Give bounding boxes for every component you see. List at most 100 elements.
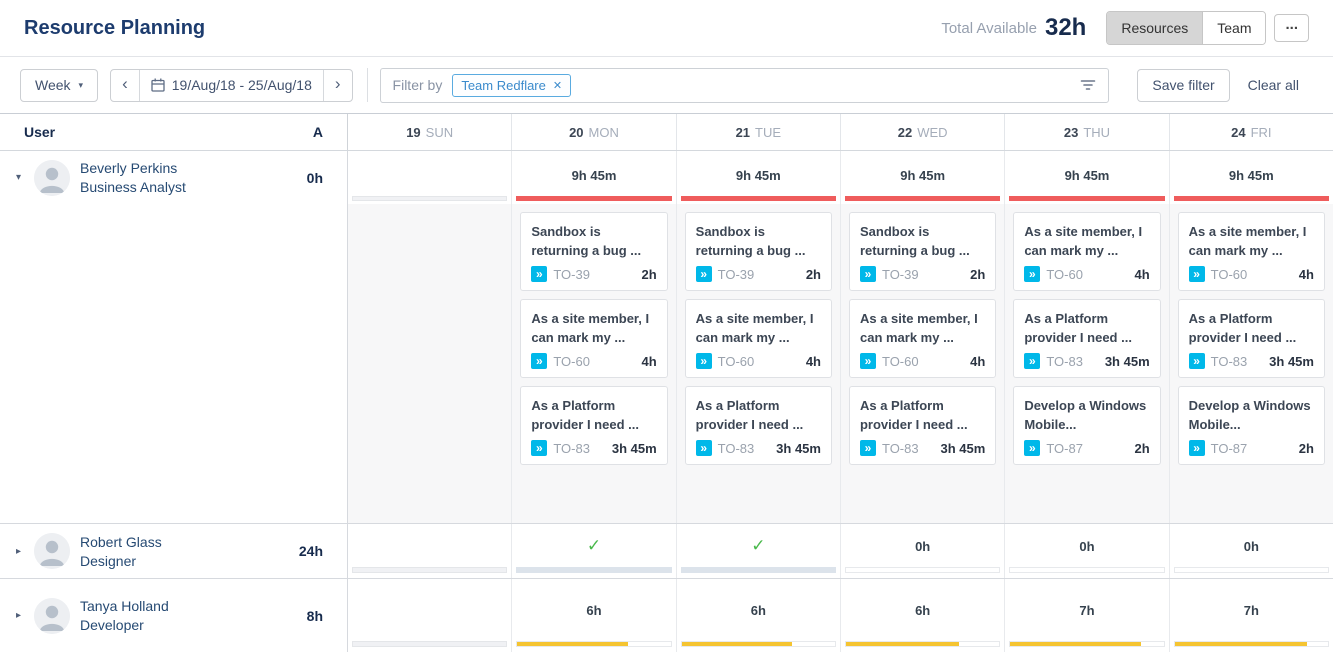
grid-header-row: User A 19 SUN 20 MON 21 TUE 22 WED 23 THU 24 FRI xyxy=(0,114,1333,151)
scheduled-hours: 7h xyxy=(1243,603,1259,618)
task-key: TO-60 xyxy=(1210,266,1248,282)
day-name: MON xyxy=(588,124,619,140)
day-name: TUE xyxy=(755,124,782,140)
task-key: TO-39 xyxy=(717,266,755,282)
date-range-button[interactable]: 19/Aug/18 - 25/Aug/18 xyxy=(138,69,323,101)
task-card-footer: » TO-83 3h 45m xyxy=(859,440,985,456)
team-view-button[interactable]: Team xyxy=(1202,12,1266,44)
day-name: THU xyxy=(1083,124,1111,140)
period-dropdown[interactable]: Week ▾ xyxy=(20,68,99,102)
day-cell[interactable]: 9h 45m Sandbox is returning a bug ... » TO-… xyxy=(512,151,677,523)
day-cell[interactable] xyxy=(348,579,513,652)
task-card[interactable]: As a Platform provider I need ... » TO-83 3… xyxy=(1177,299,1325,378)
prev-week-button[interactable]: ‹ xyxy=(111,70,139,101)
expand-toggle-icon[interactable]: ▸ xyxy=(16,545,22,557)
clear-all-button[interactable]: Clear all xyxy=(1247,77,1299,93)
filter-tag-team-redflare[interactable]: Team Redflare ✕ xyxy=(452,73,572,97)
day-cell[interactable]: 9h 45m Sandbox is returning a bug ... » TO-… xyxy=(840,151,1006,523)
day-name: FRI xyxy=(1250,124,1272,140)
close-icon[interactable]: ✕ xyxy=(552,79,563,92)
day-cell[interactable] xyxy=(348,524,513,578)
day-cell[interactable]: 9h 45m As a site member, I can mark my ..… xyxy=(1169,151,1333,523)
day-cell[interactable]: 6h xyxy=(841,579,1006,652)
task-card[interactable]: As a Platform provider I need ... » TO-83 3… xyxy=(1013,299,1161,378)
next-week-button[interactable]: › xyxy=(322,69,352,101)
card-area[interactable]: Sandbox is returning a bug ... » TO-39 2h As… xyxy=(512,204,676,523)
day-cell[interactable]: 7h xyxy=(1170,579,1333,652)
task-card[interactable]: Sandbox is returning a bug ... » TO-39 2h xyxy=(684,212,832,291)
task-card[interactable]: As a Platform provider I need ... » TO-83 3… xyxy=(848,386,997,465)
sort-indicator[interactable]: A xyxy=(312,124,323,140)
task-card-title: As a Platform provider I need ... xyxy=(859,398,968,432)
task-card-footer: » TO-83 3h 45m xyxy=(531,440,657,456)
app-header: Resource Planning Total Available 32h Re… xyxy=(0,0,1333,57)
task-card[interactable]: Develop a Windows Mobile... » TO-87 2h xyxy=(1177,386,1325,465)
filter-input[interactable]: Filter by Team Redflare ✕ xyxy=(379,67,1110,103)
task-key: TO-60 xyxy=(553,353,590,369)
user-info: Robert Glass Designer xyxy=(80,534,162,569)
planning-grid: User A 19 SUN 20 MON 21 TUE 22 WED 23 THU 24 FRI ▾ B… xyxy=(0,113,1333,652)
task-card[interactable]: As a site member, I can mark my ... » TO-6… xyxy=(848,299,997,378)
more-options-button[interactable]: ... xyxy=(1274,14,1309,42)
day-column-header: 21 TUE xyxy=(677,114,841,150)
task-key: TO-60 xyxy=(881,353,919,369)
task-card-title: As a Platform provider I need ... xyxy=(531,398,639,432)
scheduled-hours: 0h xyxy=(1243,538,1259,554)
day-column-header: 19 SUN xyxy=(348,114,513,150)
task-card[interactable]: As a Platform provider I need ... » TO-83 3… xyxy=(684,386,832,465)
task-card-title: As a site member, I can mark my ... xyxy=(695,311,814,345)
scheduled-hours: 6h xyxy=(750,603,766,618)
total-available-value: 32h xyxy=(1044,14,1087,41)
scheduled-hours: 9h 45m xyxy=(571,168,617,183)
day-cell[interactable]: 0h xyxy=(1170,524,1333,578)
scheduled-hours: 6h xyxy=(586,603,602,618)
collapse-toggle-icon[interactable]: ▾ xyxy=(16,172,22,183)
task-card[interactable]: As a site member, I can mark my ... » TO-6… xyxy=(684,299,832,378)
task-card[interactable]: Develop a Windows Mobile... » TO-87 2h xyxy=(1013,386,1161,465)
day-cell[interactable]: 7h xyxy=(1005,579,1170,652)
check-icon: ✓ xyxy=(751,536,766,555)
card-area[interactable]: As a site member, I can mark my ... » TO-6… xyxy=(1005,204,1169,523)
chevron-left-icon: ‹ xyxy=(122,74,128,93)
day-cell[interactable]: 0h xyxy=(1005,524,1170,578)
day-cell[interactable]: ✓ xyxy=(677,524,841,578)
day-cell[interactable]: 9h 45m As a site member, I can mark my ..… xyxy=(1005,151,1170,523)
user-total-hours: 0h xyxy=(306,169,323,186)
user-role: Designer xyxy=(80,552,137,569)
task-card-footer: » TO-60 4h xyxy=(859,353,985,369)
day-cell[interactable] xyxy=(348,151,513,523)
day-summary-strip: 9h 45m xyxy=(1005,151,1169,204)
day-cell[interactable]: 0h xyxy=(841,524,1006,578)
user-total-hours: 24h xyxy=(298,543,323,559)
day-name: SUN xyxy=(425,124,454,140)
day-cell[interactable]: 6h xyxy=(512,579,677,652)
capacity-bar xyxy=(1173,641,1329,647)
save-filter-button[interactable]: Save filter xyxy=(1137,68,1230,102)
card-area[interactable]: Sandbox is returning a bug ... » TO-39 2h As… xyxy=(840,204,1005,523)
task-card[interactable]: As a site member, I can mark my ... » TO-6… xyxy=(520,299,668,378)
capacity-bar xyxy=(844,196,1001,201)
card-area[interactable]: As a site member, I can mark my ... » TO-6… xyxy=(1169,204,1333,523)
task-card-title: Sandbox is returning a bug ... xyxy=(859,224,970,258)
task-card[interactable]: Sandbox is returning a bug ... » TO-39 2h xyxy=(848,212,997,291)
story-type-icon: » xyxy=(531,353,548,369)
day-cell[interactable]: 6h xyxy=(677,579,841,652)
card-area[interactable]: Sandbox is returning a bug ... » TO-39 2h As… xyxy=(676,204,840,523)
task-card[interactable]: Sandbox is returning a bug ... » TO-39 2h xyxy=(520,212,668,291)
task-card[interactable]: As a site member, I can mark my ... » TO-6… xyxy=(1013,212,1161,291)
toolbar: Week ▾ ‹ 19/Aug/18 - 25/Aug/18 › xyxy=(0,57,1333,113)
task-card[interactable]: As a Platform provider I need ... » TO-83 3… xyxy=(520,386,668,465)
day-cell[interactable]: ✓ xyxy=(512,524,677,578)
day-column-header: 24 FRI xyxy=(1170,114,1333,150)
day-number: 22 xyxy=(897,124,913,140)
day-cell[interactable]: 9h 45m Sandbox is returning a bug ... » TO-… xyxy=(676,151,841,523)
card-area[interactable] xyxy=(348,204,512,523)
task-card-title: Sandbox is returning a bug ... xyxy=(531,224,642,258)
filter-icon[interactable] xyxy=(1080,78,1096,92)
expand-toggle-icon[interactable]: ▸ xyxy=(16,610,22,621)
task-card[interactable]: As a site member, I can mark my ... » TO-6… xyxy=(1177,212,1325,291)
view-switch: Resources Team xyxy=(1106,11,1267,45)
user-cell-inner: ▾ Beverly Perkins Business Analyst 0h xyxy=(0,151,347,204)
capacity-bar xyxy=(680,641,836,647)
resources-view-button[interactable]: Resources xyxy=(1107,12,1203,44)
